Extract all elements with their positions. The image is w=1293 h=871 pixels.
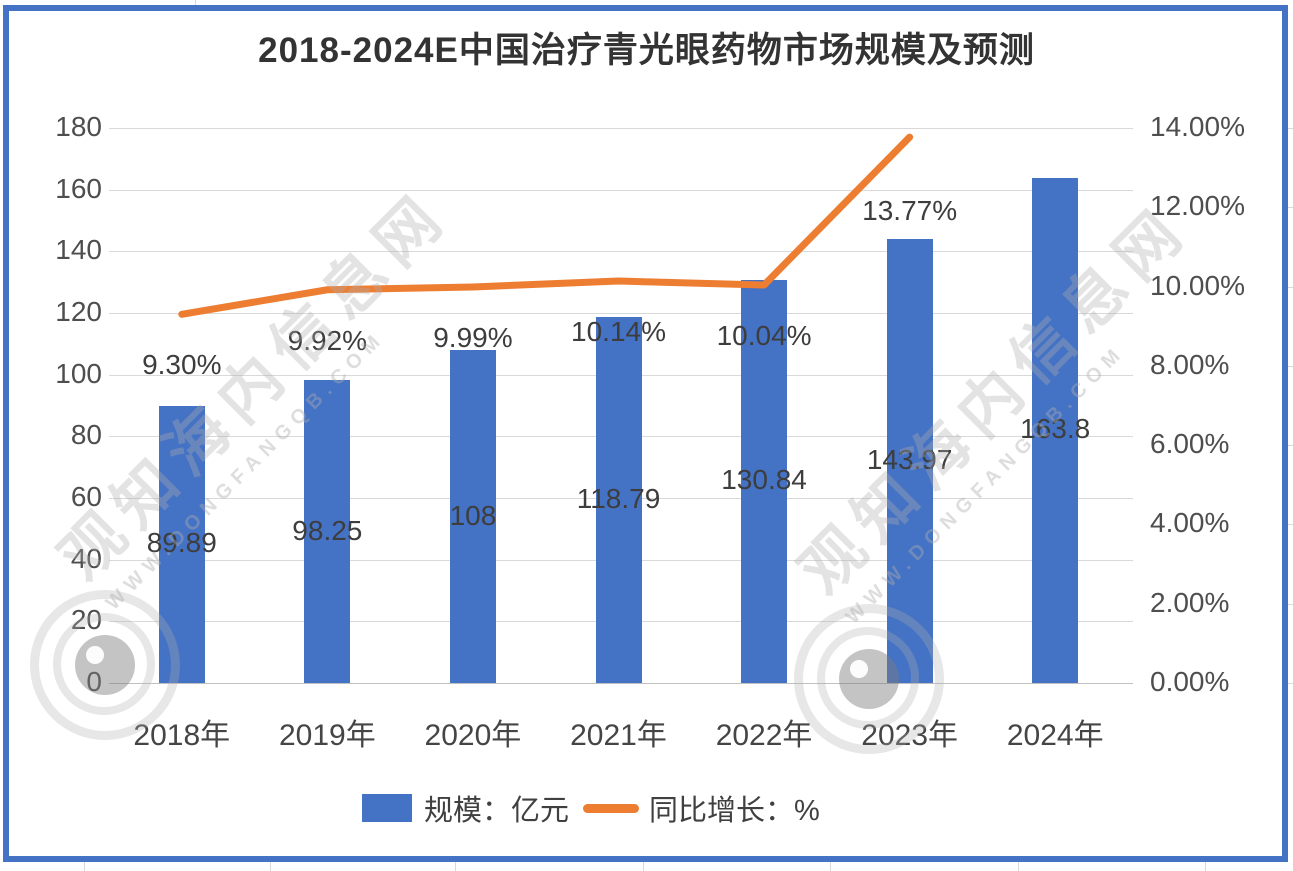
worksheet-gridline: [455, 862, 456, 871]
growth-point-label: 13.77%: [862, 195, 958, 227]
x-axis-label: 2023年: [861, 719, 959, 752]
bar-value-label: 89.89: [146, 527, 217, 559]
worksheet-gridline: [1288, 128, 1293, 129]
bar-value-label: 118.79: [576, 482, 661, 514]
y-axis-left-tick-label: 20: [70, 604, 102, 636]
legend-line-swatch: [583, 803, 640, 813]
bar: [449, 350, 496, 683]
grid-line: [109, 189, 1133, 191]
grid-line: [109, 313, 1133, 314]
worksheet-gridline: [1288, 286, 1293, 288]
x-axis-label: 2018年: [133, 719, 231, 752]
worksheet-gridline: [643, 862, 644, 871]
worksheet-gridline: [1288, 603, 1293, 605]
growth-point-label: 10.04%: [716, 319, 812, 351]
growth-point-label: 9.99%: [433, 321, 513, 353]
worksheet-gridline: [1205, 862, 1206, 871]
y-axis-left-tick-label: 60: [70, 481, 102, 512]
chart-title: 2018-2024E中国治疗青光眼药物市场规模及预测: [258, 31, 1035, 70]
x-axis-label: 2021年: [570, 719, 667, 752]
worksheet-gridline: [1288, 445, 1293, 447]
worksheet-gridline: [1288, 524, 1293, 526]
y-axis-left-tick-label: 120: [55, 296, 102, 327]
y-axis-left-tick-label: 140: [55, 234, 102, 266]
worksheet-gridline: [1288, 683, 1293, 684]
grid-line: [109, 128, 1133, 129]
y-axis-right-tick-label: 8.00%: [1150, 348, 1230, 380]
x-axis-label: 2019年: [278, 719, 376, 752]
y-axis-left-tick-label: 180: [55, 111, 102, 142]
legend-bar-label: 规模：亿元: [424, 795, 570, 827]
y-axis-right-tick-label: 10.00%: [1150, 269, 1245, 301]
y-axis-right-tick-label: 0.00%: [1150, 666, 1230, 697]
y-axis-right-tick-label: 4.00%: [1150, 507, 1230, 539]
grid-line: [109, 251, 1133, 253]
worksheet-gridline: [830, 862, 831, 871]
growth-point-label: 9.92%: [287, 324, 368, 356]
legend-bar-swatch: [362, 794, 412, 822]
worksheet-gridline: [1288, 207, 1293, 209]
y-axis-right-tick-label: 12.00%: [1150, 190, 1245, 222]
bar-value-label: 108: [449, 499, 497, 531]
bar: [595, 316, 642, 683]
worksheet-gridline: [1288, 365, 1293, 367]
growth-point-label: 10.14%: [571, 316, 666, 348]
y-axis-left-tick-label: 80: [70, 419, 102, 451]
bar: [1032, 177, 1079, 683]
bar-value-label: 98.25: [292, 514, 363, 546]
worksheet-gridline: [1018, 862, 1019, 871]
bar-value-label: 143.97: [866, 444, 953, 476]
bar: [158, 405, 205, 683]
worksheet-gridline: [195, 0, 196, 6]
y-axis-left-tick-label: 160: [55, 172, 102, 204]
bar-value-label: 130.84: [721, 464, 807, 496]
worksheet-gridline: [84, 862, 85, 871]
legend-line-label: 同比增长：%: [649, 795, 820, 827]
x-axis-label: 2022年: [715, 719, 813, 752]
grid-line: [109, 683, 1133, 684]
bar: [741, 279, 788, 683]
bar-value-label: 163.8: [1020, 413, 1091, 445]
y-axis-left-tick-label: 100: [55, 357, 102, 389]
worksheet-gridline: [270, 862, 271, 871]
legend: 规模：亿元 同比增长：%: [362, 788, 820, 828]
growth-point-label: 9.30%: [142, 349, 222, 381]
x-axis-label: 2020年: [424, 719, 522, 752]
x-axis-label: 2024年: [1006, 719, 1104, 752]
y-axis-left-tick-label: 40: [70, 542, 102, 574]
y-axis-right-tick-label: 6.00%: [1150, 428, 1230, 460]
y-axis-right-tick-label: 2.00%: [1150, 586, 1230, 618]
bar: [304, 380, 351, 683]
y-axis-right-tick-label: 14.00%: [1150, 111, 1245, 142]
y-axis-left-tick-label: 0: [86, 666, 102, 697]
